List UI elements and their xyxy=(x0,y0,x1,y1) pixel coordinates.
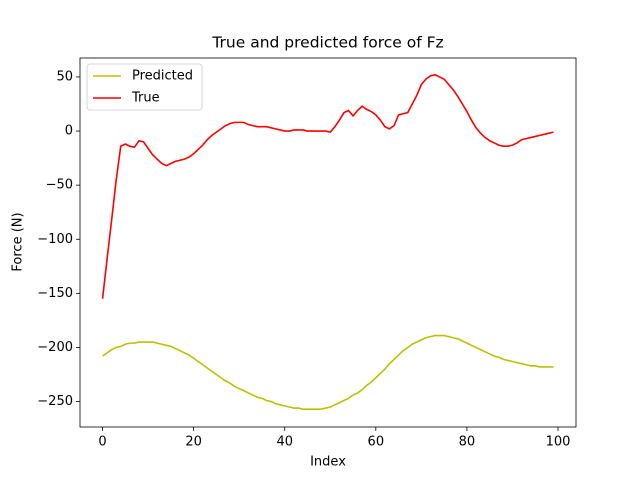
y-tick-label: −100 xyxy=(37,232,73,247)
x-tick-label: 20 xyxy=(185,435,202,450)
legend-label: True xyxy=(131,91,160,106)
y-tick-label: −150 xyxy=(37,286,73,301)
y-tick-label: 50 xyxy=(56,69,73,84)
x-tick-label: 0 xyxy=(98,435,106,450)
x-axis-label: Index xyxy=(310,455,346,470)
legend-label: Predicted xyxy=(132,69,193,84)
y-tick-label: −250 xyxy=(37,394,73,409)
series-line xyxy=(102,334,554,410)
x-tick-label: 60 xyxy=(368,435,385,450)
x-tick-label: 80 xyxy=(459,435,476,450)
series-line xyxy=(101,73,554,299)
x-tick-label: 100 xyxy=(546,435,571,450)
y-tick-label: −200 xyxy=(37,340,73,355)
y-tick-label: 0 xyxy=(65,124,73,139)
y-tick-label: −50 xyxy=(46,178,73,193)
y-axis-label: Force (N) xyxy=(11,212,26,271)
plot-frame xyxy=(79,57,577,428)
x-tick-label: 40 xyxy=(276,435,293,450)
chart-title: True and predicted force of Fz xyxy=(211,34,443,52)
